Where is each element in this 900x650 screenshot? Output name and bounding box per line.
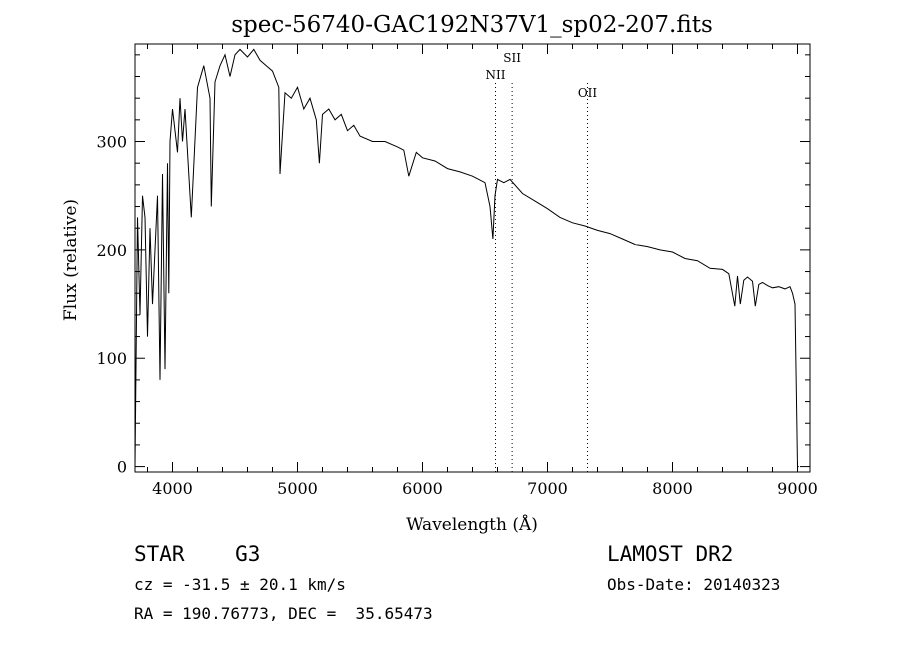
- y-tick-label: 100: [96, 349, 127, 368]
- x-tick-label: 4000: [152, 479, 193, 498]
- x-axis-label: Wavelength (Å): [406, 514, 538, 535]
- survey-name-text: LAMOST DR2: [607, 542, 734, 566]
- y-tick-label: 0: [117, 458, 127, 477]
- coordinates-text: RA = 190.76773, DEC = 35.65473: [134, 604, 433, 623]
- y-tick-label: 200: [96, 241, 127, 260]
- line-marker-label: NII: [486, 68, 506, 82]
- x-tick-label: 8000: [652, 479, 693, 498]
- x-tick-label: 9000: [777, 479, 818, 498]
- chart-title: spec-56740-GAC192N37V1_sp02-207.fits: [231, 12, 713, 38]
- object-class-text: STAR G3: [134, 542, 261, 566]
- line-marker-label: SII: [503, 51, 521, 65]
- plot-area: 4000 5000 6000 7000 8000 9000 0 100 200 300 NII OII…: [96, 43, 818, 498]
- redshift-text: cz = -31.5 ± 20.1 km/s: [134, 575, 346, 594]
- line-marker-label: OII: [578, 86, 598, 100]
- obs-date-text: Obs-Date: 20140323: [607, 575, 781, 594]
- spectrum-line: [134, 48, 799, 468]
- x-tick-label: 5000: [277, 479, 318, 498]
- y-axis-label: Flux (relative): [61, 199, 81, 321]
- x-tick-label: 7000: [527, 479, 568, 498]
- plot-frame: [134, 43, 811, 473]
- y-tick-label: 300: [96, 133, 127, 152]
- x-tick-label: 6000: [402, 479, 443, 498]
